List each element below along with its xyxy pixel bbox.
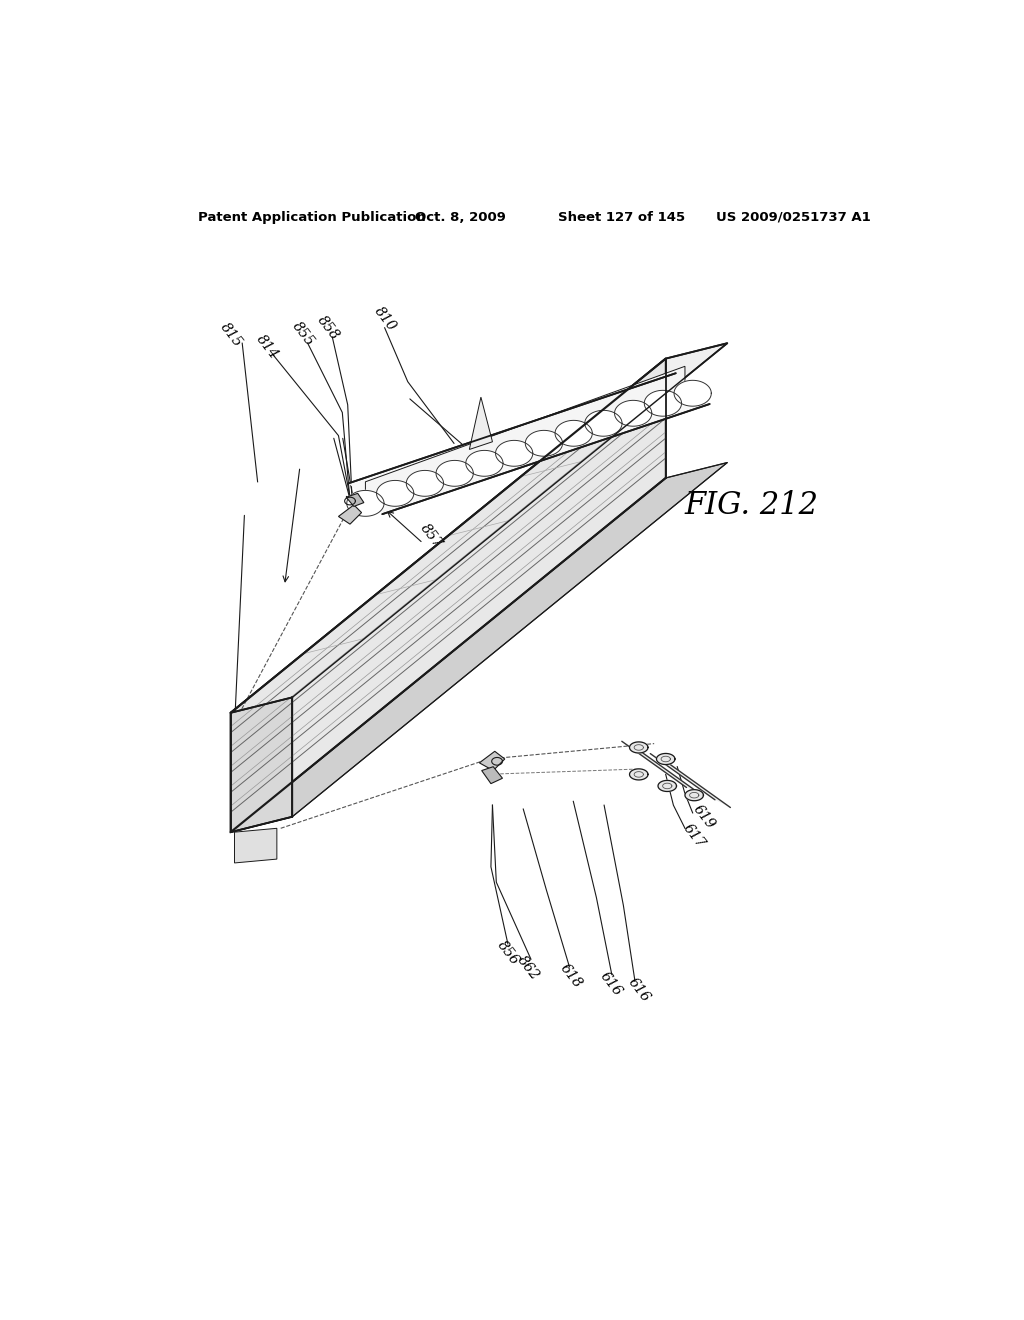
Polygon shape <box>555 420 592 446</box>
Text: Oct. 8, 2009: Oct. 8, 2009 <box>416 211 506 224</box>
Text: FIG. 212: FIG. 212 <box>685 490 819 520</box>
Polygon shape <box>230 343 727 713</box>
Polygon shape <box>644 391 682 416</box>
Text: 618: 618 <box>557 961 585 991</box>
Polygon shape <box>650 754 730 808</box>
Text: 617: 617 <box>681 821 708 851</box>
Polygon shape <box>585 411 622 436</box>
Text: 810: 810 <box>371 304 398 334</box>
Polygon shape <box>622 742 701 795</box>
Polygon shape <box>496 441 532 466</box>
Polygon shape <box>230 697 292 832</box>
Text: 616: 616 <box>597 969 625 999</box>
Polygon shape <box>346 494 364 507</box>
Polygon shape <box>479 751 505 771</box>
Polygon shape <box>407 470 443 496</box>
Text: 857: 857 <box>417 521 444 550</box>
Polygon shape <box>339 506 361 524</box>
Polygon shape <box>658 780 677 792</box>
Polygon shape <box>347 491 384 516</box>
Text: 858: 858 <box>314 313 342 343</box>
Text: 814: 814 <box>254 333 282 362</box>
Text: 855: 855 <box>290 319 316 348</box>
Text: 616: 616 <box>625 975 652 1005</box>
Text: Sheet 127 of 145: Sheet 127 of 145 <box>558 211 685 224</box>
Text: Patent Application Publication: Patent Application Publication <box>199 211 426 224</box>
Polygon shape <box>685 789 703 801</box>
Polygon shape <box>469 397 493 449</box>
Polygon shape <box>674 380 712 407</box>
Text: 815: 815 <box>217 321 245 350</box>
Polygon shape <box>234 829 276 863</box>
Polygon shape <box>230 462 727 832</box>
Polygon shape <box>348 374 710 515</box>
Text: 619: 619 <box>690 803 718 832</box>
Polygon shape <box>481 767 503 784</box>
Polygon shape <box>230 359 666 832</box>
Polygon shape <box>366 367 685 502</box>
Polygon shape <box>630 742 648 752</box>
Polygon shape <box>377 480 414 507</box>
Polygon shape <box>525 430 562 457</box>
Text: US 2009/0251737 A1: US 2009/0251737 A1 <box>716 211 870 224</box>
Polygon shape <box>614 400 652 426</box>
Polygon shape <box>466 450 503 477</box>
Polygon shape <box>630 768 648 780</box>
Text: 856: 856 <box>495 939 521 968</box>
Polygon shape <box>656 754 675 764</box>
Polygon shape <box>436 461 473 486</box>
Text: 862: 862 <box>514 953 542 983</box>
